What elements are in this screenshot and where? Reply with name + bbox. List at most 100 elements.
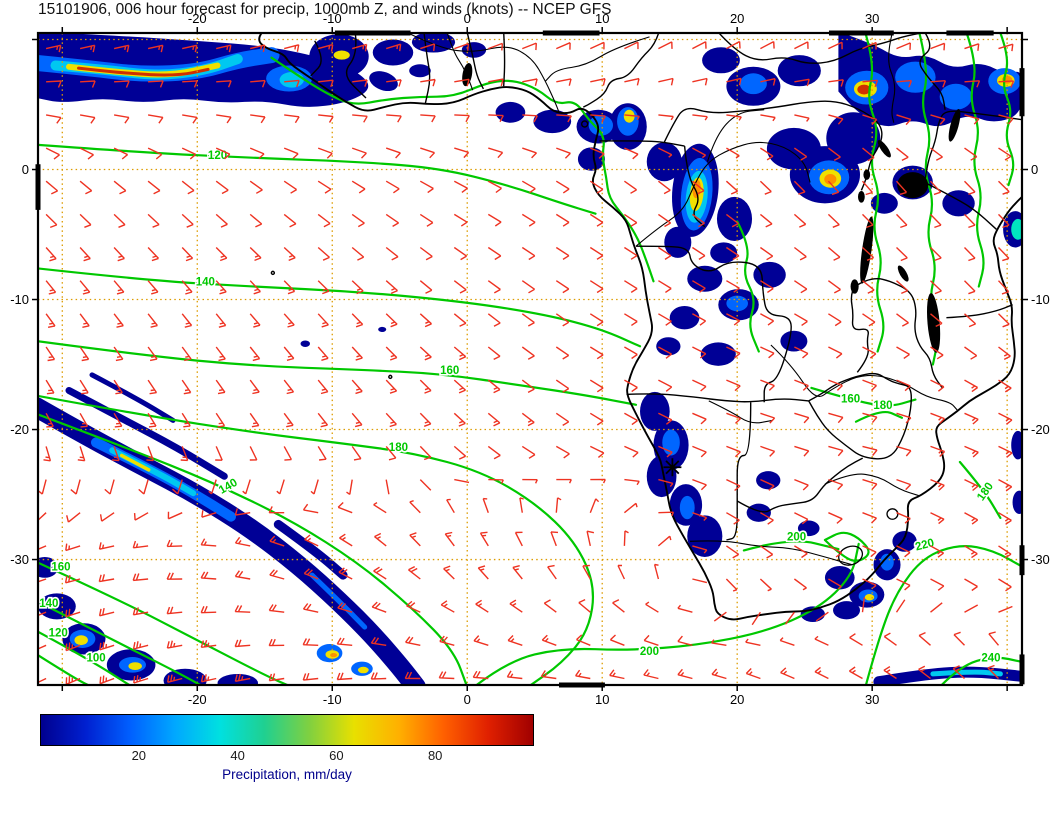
contour-label: 140 — [39, 598, 58, 610]
wind-barb — [453, 246, 468, 261]
wind-barb — [249, 446, 258, 461]
wind-barb — [827, 280, 841, 294]
country-border — [466, 33, 485, 90]
wind-barb — [234, 508, 251, 516]
wind-barb — [521, 246, 536, 261]
colorbar-label: Precipitation, mm/day — [222, 767, 352, 782]
wind-barb — [166, 606, 183, 615]
precip-cell — [128, 662, 142, 671]
wind-barb — [234, 605, 251, 613]
wind-barb — [521, 445, 536, 459]
wind-barb — [444, 531, 455, 547]
wind-barb — [828, 114, 844, 125]
precip-band — [65, 387, 228, 480]
wind-barb — [200, 538, 217, 547]
precip-cell — [369, 71, 398, 92]
wind-barb — [930, 445, 946, 457]
wind-barb — [208, 479, 217, 495]
wind-barb — [181, 213, 194, 228]
wind-barb — [454, 114, 470, 123]
wind-barb — [200, 639, 217, 648]
wind-barb — [998, 114, 1014, 125]
wind-barb — [998, 605, 1013, 613]
map-frame — [36, 31, 1024, 687]
axis-tick-label: 30 — [865, 692, 879, 707]
wind-barb — [658, 114, 674, 121]
contour-line — [823, 531, 870, 562]
wind-barb — [964, 545, 978, 559]
wind-barb — [336, 672, 353, 681]
wind-barb — [386, 79, 402, 87]
wind-barb — [589, 346, 604, 360]
wind-barb — [998, 147, 1012, 161]
wind-barb — [385, 479, 390, 495]
wind-barb — [658, 412, 673, 425]
wind-barb — [658, 280, 672, 293]
wind-barb — [918, 631, 931, 646]
wind-barb — [317, 379, 329, 395]
axis-tick-label: 0 — [464, 692, 471, 707]
wind-barb — [249, 379, 260, 395]
wind-barb — [623, 180, 638, 194]
wind-barb — [385, 246, 399, 261]
wind-barb — [80, 80, 96, 88]
wind-barb — [828, 313, 842, 327]
wind-barb — [234, 639, 251, 648]
wind-barb — [113, 379, 123, 395]
wind-barb — [147, 313, 158, 328]
wind-barb — [759, 545, 774, 559]
wind-barb — [113, 44, 130, 53]
wind-barb — [590, 478, 606, 484]
wind-barb — [351, 246, 365, 261]
wind-barb — [283, 446, 293, 461]
wind-barb — [147, 280, 159, 295]
wind-barb — [215, 313, 227, 328]
wind-barb — [896, 246, 908, 262]
wind-barb — [318, 43, 334, 52]
wind-barb — [861, 180, 873, 196]
wind-barb — [216, 44, 232, 53]
wind-barb — [303, 568, 319, 580]
wind-barb — [827, 213, 840, 228]
wind-barb — [479, 531, 489, 547]
axis-tick-label: -10 — [323, 11, 342, 26]
wind-barb — [550, 531, 559, 547]
wind-barb — [556, 78, 572, 86]
wind-barb — [930, 379, 945, 392]
wind-barb — [726, 379, 741, 392]
wind-barb — [930, 280, 942, 295]
contour-label: 120 — [49, 628, 68, 640]
wind-barb — [964, 213, 976, 229]
wind-barb — [249, 246, 262, 262]
wind-barb — [624, 213, 638, 227]
axis-tick-label: -20 — [1031, 422, 1050, 437]
wind-barb — [79, 280, 91, 295]
wind-barb — [677, 604, 693, 613]
wind-barb — [745, 668, 761, 680]
wind-barb — [726, 77, 742, 86]
wind-barb — [896, 545, 911, 558]
wind-barb — [419, 379, 432, 394]
contour-label: 120 — [208, 150, 227, 162]
wind-barb — [883, 632, 897, 646]
wind-barb — [385, 280, 398, 295]
wind-barb — [166, 572, 183, 580]
wind-barb — [692, 346, 707, 359]
wind-barb — [658, 478, 674, 487]
wind-barb — [172, 479, 183, 495]
wind-barbs-layer — [38, 40, 1015, 685]
wind-barb — [521, 180, 536, 194]
wind-barb — [404, 671, 421, 680]
wind-barb — [862, 41, 877, 50]
wind-barb — [234, 673, 251, 682]
wind-barb — [351, 313, 364, 328]
wind-barb — [166, 539, 183, 548]
lake — [877, 139, 891, 158]
wind-barb — [283, 180, 297, 194]
wind-barb — [317, 180, 332, 194]
wind-barb — [283, 213, 297, 228]
lake — [863, 169, 871, 180]
precip-cell — [330, 653, 338, 658]
wind-barb — [963, 180, 976, 195]
